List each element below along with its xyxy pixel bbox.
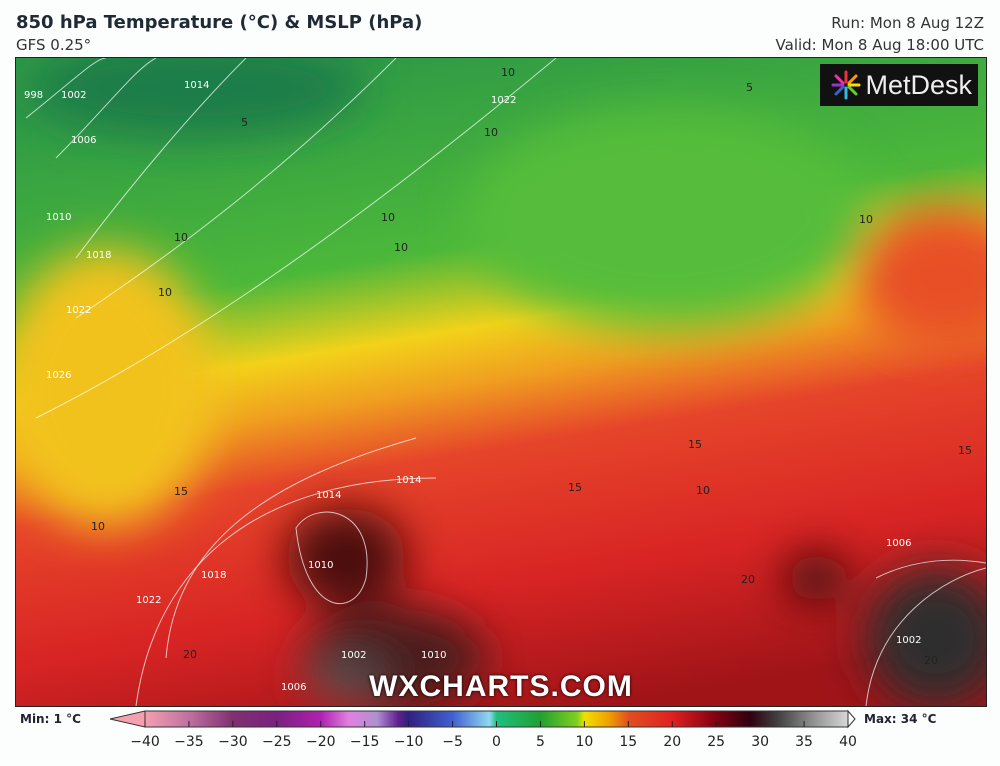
isobar-labels: 998 1002 1006 1010 1014 1018 1022 1026 1… [24,80,921,693]
temp-label: 20 [741,573,755,586]
weather-map[interactable]: 10 10 10 10 10 10 10 10 5 5 15 15 15 15 … [15,57,987,707]
colorbar-tick-label: 25 [707,734,726,750]
colorbar-tick-label: −40 [130,734,160,750]
color-bar [109,709,856,729]
colorbar-tick-label: 35 [795,734,813,750]
temp-label: 15 [174,485,188,498]
colorbar-tick-label: 30 [751,734,770,750]
temp-label: 20 [924,654,938,667]
isobar-label: 1002 [341,650,366,661]
colorbar-min-arrow [109,710,146,728]
logo-text: MetDesk [865,69,972,100]
temp-label: 5 [746,81,753,94]
temp-label: 15 [688,438,702,451]
colorbar-tick-label: 0 [492,734,501,750]
isobar-label: 1006 [281,682,306,693]
temp-label: 10 [484,126,498,139]
isobar-label: 1010 [308,560,333,571]
temperature-labels: 10 10 10 10 10 10 10 10 5 5 15 15 15 15 … [91,66,972,667]
temperature-field: 10 10 10 10 10 10 10 10 5 5 15 15 15 15 … [16,58,986,706]
isobar-label: 1010 [421,650,446,661]
colorbar-tick-label: −25 [262,734,292,750]
colorbar-tick-label: −10 [393,734,424,750]
temp-label: 10 [158,286,172,299]
temp-label: 10 [394,241,408,254]
valid-time: Valid: Mon 8 Aug 18:00 UTC [775,36,984,54]
colorbar-tick-label: 15 [619,734,638,750]
temp-label: 10 [859,213,873,226]
metdesk-logo: MetDesk [820,64,978,106]
colorbar-tick-label: 20 [663,734,682,750]
isobar-label: 1022 [136,595,161,606]
temp-label: 10 [174,231,188,244]
isobar-label: 1014 [396,475,421,486]
isobar-label: 1014 [316,490,341,501]
isobar-label: 1002 [896,635,921,646]
colorbar-tick-label: −30 [218,734,248,750]
colorbar-tick-label: 40 [839,734,857,750]
temp-label: 10 [501,66,515,79]
isobar-label: 1018 [201,570,226,581]
temp-label: 10 [696,484,710,497]
run-time: Run: Mon 8 Aug 12Z [831,14,984,32]
max-label: Max: 34 °C [864,712,937,726]
colorbar-tick-label: −15 [349,734,380,750]
temp-label: 10 [91,520,105,533]
colorbar-tick-label: −5 [442,734,463,750]
isobar-label: 1010 [46,212,71,223]
colorbar-tick-label: −35 [174,734,204,750]
temp-label: 15 [568,481,582,494]
isobar-label: 998 [24,90,43,101]
temp-label: 15 [958,444,972,457]
colorbar-tick-label: 10 [575,734,594,750]
colorbar-max-arrow [847,709,856,729]
metdesk-burst-icon [831,70,861,100]
isobar-label: 1018 [86,250,111,261]
isobar-label: 1006 [71,135,96,146]
watermark: WXCHARTS.COM [369,670,633,703]
temp-label: 20 [183,648,197,661]
temp-label: 10 [381,211,395,224]
colorbar-tick-label: −20 [305,734,336,750]
min-label: Min: 1 °C [20,712,81,726]
isobar-label: 1022 [491,95,516,106]
isobar-label: 1022 [66,305,91,316]
isobar-label: 1006 [886,538,911,549]
chart-title: 850 hPa Temperature (°C) & MSLP (hPa) [16,12,423,33]
colorbar-tick-label: 5 [535,734,545,750]
model-label: GFS 0.25° [16,36,92,54]
isobar-label: 1002 [61,90,86,101]
isobar-label: 1026 [46,370,71,381]
isobar-label: 1014 [184,80,209,91]
temp-label: 5 [241,116,248,129]
